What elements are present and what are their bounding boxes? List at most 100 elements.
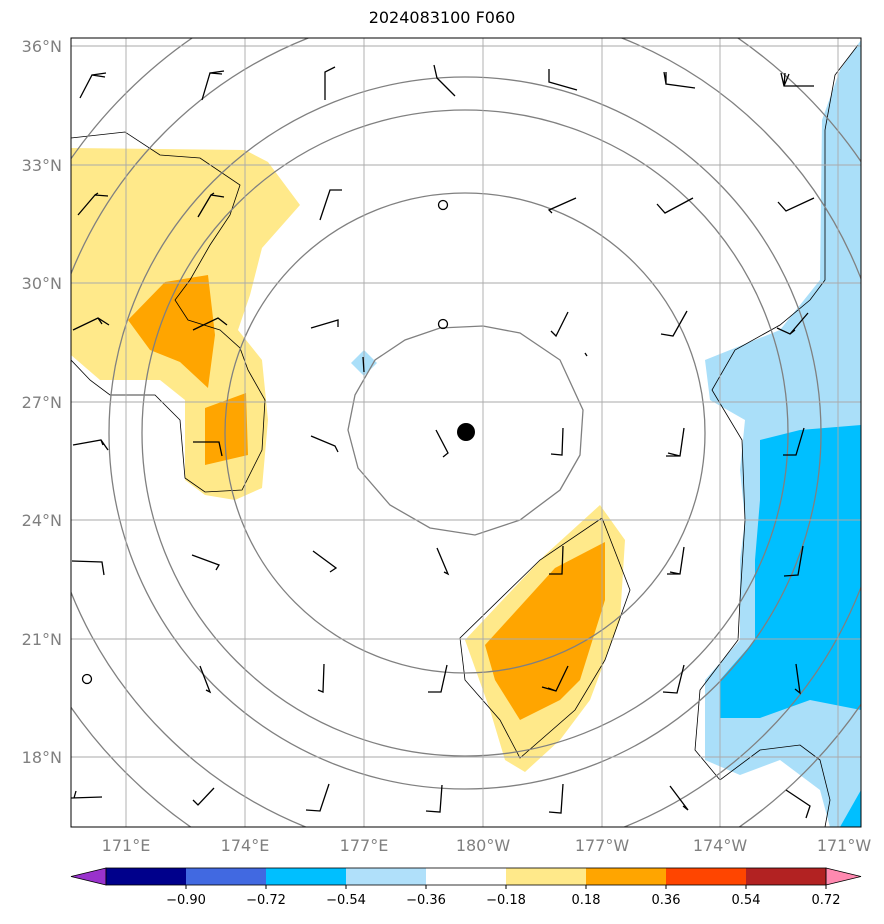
wind-barb <box>433 64 456 97</box>
wind-barb <box>660 310 688 337</box>
wind-barb <box>192 787 215 806</box>
wind-barb <box>662 664 685 694</box>
colorbar-tick-label: 0.18 <box>572 893 601 908</box>
colorbar-tick-label: −0.54 <box>326 893 366 908</box>
graticule <box>71 38 861 827</box>
wind-barb <box>436 547 450 576</box>
wind-barb <box>79 72 107 99</box>
lat-label: 36°N <box>22 37 62 56</box>
wind-barb <box>550 427 564 456</box>
range-ring-2 <box>224 192 706 674</box>
colorbar-segment <box>266 868 347 885</box>
wind-barb <box>785 789 811 819</box>
wind-barb <box>584 352 588 357</box>
colorbar-tick-label: 0.36 <box>652 893 681 908</box>
colorbar-segment <box>666 868 747 885</box>
wind-barb <box>310 435 339 453</box>
lat-label: 21°N <box>22 630 62 649</box>
calm-wind-marker <box>437 199 449 211</box>
wind-barb <box>549 545 564 575</box>
wind-barb <box>362 356 365 373</box>
colorbar-frame <box>105 867 827 886</box>
strong-negative-anomaly-region-east <box>720 425 861 718</box>
wind-barb <box>72 317 110 331</box>
lat-label: 24°N <box>22 511 62 530</box>
lon-label: 180°W <box>456 836 511 855</box>
orange-region-west-upper <box>128 275 215 388</box>
lon-label: 174°W <box>693 836 748 855</box>
wind-barb <box>656 197 694 214</box>
wind-barb <box>324 66 336 100</box>
wind-barb <box>312 550 338 573</box>
lat-label: 30°N <box>22 274 62 293</box>
strong-negative-anomaly-corner <box>840 790 861 827</box>
range-ring-4 <box>108 76 822 790</box>
wind-barb <box>192 317 228 331</box>
wind-barb <box>776 312 809 335</box>
wind-barb <box>72 439 109 451</box>
wind-barbs <box>71 64 815 819</box>
colorbar-segment <box>746 868 827 885</box>
colorbar-tick-label: −0.90 <box>166 893 206 908</box>
wind-barb <box>428 664 448 693</box>
colorbar-extend-high <box>825 867 862 886</box>
wind-barb <box>550 311 569 338</box>
lon-label: 171°W <box>817 836 872 855</box>
lon-label: 174°E <box>221 836 270 855</box>
wind-barb <box>541 665 569 692</box>
wind-barb <box>548 69 578 91</box>
wind-barb <box>317 663 325 693</box>
lat-label: 18°N <box>22 748 62 767</box>
wind-barb <box>71 560 105 576</box>
wind-barb <box>783 545 804 577</box>
orange-region-west-lower <box>205 393 248 465</box>
wind-barb <box>199 665 212 694</box>
wind-barb <box>548 783 564 814</box>
plot-frame <box>70 37 862 828</box>
wind-barb <box>305 783 330 812</box>
range-ring-3 <box>141 109 789 757</box>
wind-barb <box>319 189 342 221</box>
wind-barb <box>71 790 103 799</box>
wind-barb <box>425 784 443 813</box>
wind-barb <box>201 70 225 101</box>
colorbar-tick-label: 0.54 <box>732 893 761 908</box>
colorbar-tick-label: −0.72 <box>246 893 286 908</box>
wind-barb <box>193 441 223 457</box>
wind-barb <box>780 72 814 87</box>
wind-barb <box>666 427 685 457</box>
orange-region-south <box>485 542 605 720</box>
wind-barb <box>667 546 685 575</box>
lat-label: 33°N <box>22 156 62 175</box>
colorbar: −0.90 −0.72 −0.54 −0.36 −0.18 0.18 0.36 0.54 0.7… <box>70 867 862 908</box>
wind-barb <box>191 554 220 571</box>
colorbar-tick-label: −0.18 <box>486 893 526 908</box>
colorbar-segment <box>586 868 667 885</box>
colorbar-extend-low <box>70 867 107 886</box>
map-title: 2024083100 F060 <box>368 8 516 27</box>
colorbar-segment <box>346 868 427 885</box>
contour-line-south <box>459 517 631 759</box>
colorbar-segment <box>506 868 587 885</box>
longitude-axis: 171°E 174°E 177°E 180°W 177°W 174°W 171°… <box>102 836 872 855</box>
wind-barb <box>777 197 815 212</box>
latitude-axis: 36°N 33°N 30°N 27°N 24°N 21°N 18°N <box>22 37 62 767</box>
wind-barb <box>663 71 696 89</box>
lat-label: 27°N <box>22 393 62 412</box>
colorbar-segment <box>106 868 187 885</box>
colorbar-tick-label: 0.72 <box>812 893 841 908</box>
wind-barb <box>783 427 805 456</box>
wind-barb <box>197 192 225 218</box>
colorbar-tick-label: −0.36 <box>406 893 446 908</box>
lon-label: 177°E <box>340 836 389 855</box>
wind-barb <box>669 785 689 811</box>
wind-barb <box>310 319 339 329</box>
lon-label: 171°E <box>102 836 151 855</box>
wind-barb <box>77 192 109 216</box>
range-ring-1 <box>347 325 584 536</box>
colorbar-segment <box>426 868 507 885</box>
wind-barb <box>794 663 801 695</box>
